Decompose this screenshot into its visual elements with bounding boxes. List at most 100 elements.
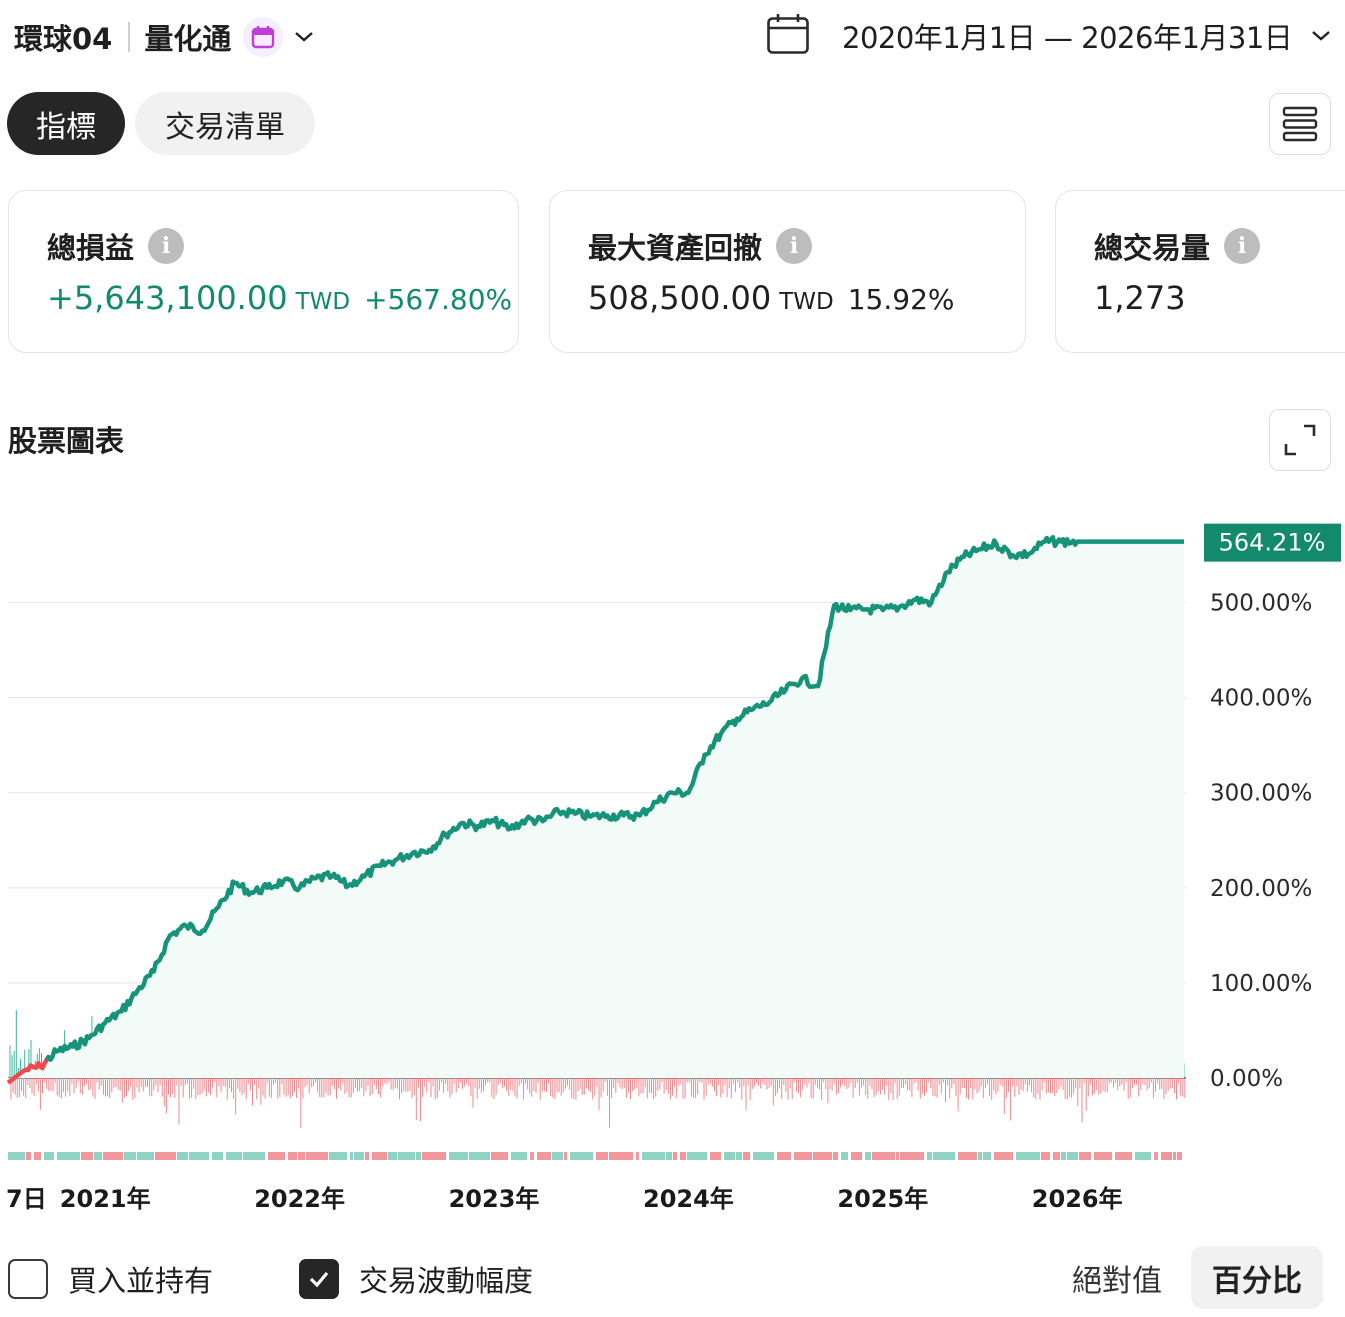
trade-strip-segment (833, 1152, 838, 1160)
view-tabs: 指標 交易清單 (7, 92, 315, 155)
tab-metrics[interactable]: 指標 (7, 92, 125, 155)
max-drawdown-card: 最大資產回撤 i 508,500.00 TWD 15.92% (549, 190, 1026, 353)
trade-volatility-option[interactable]: 交易波動幅度 (299, 1258, 533, 1300)
equity-line-negative (6, 1055, 51, 1085)
strategy-name: 量化通 (144, 22, 232, 56)
trade-strip-segment (1016, 1152, 1040, 1160)
trade-strip-segment (983, 1152, 991, 1160)
trade-strip-segment (34, 1152, 41, 1160)
trade-strip-segment (350, 1152, 353, 1160)
trade-strip-segment (57, 1152, 80, 1160)
last-value-badge (1204, 523, 1341, 562)
trade-strip-segment (388, 1152, 397, 1160)
trade-volatility-checkbox[interactable] (299, 1259, 339, 1299)
info-icon[interactable]: i (148, 228, 185, 264)
calendar-icon[interactable] (766, 12, 810, 60)
trade-strip-segment (268, 1152, 285, 1160)
chevron-down-icon[interactable] (1310, 29, 1332, 43)
total-trades-label: 總交易量 (1094, 231, 1211, 265)
total-trades-card: 總交易量 i 1,273 (1055, 190, 1345, 353)
expand-button[interactable] (1269, 409, 1331, 471)
trade-strip-segment (753, 1152, 774, 1160)
y-axis-labels: 500.00% 400.00% 300.00% 200.00% 100.00% 0.00% (1210, 591, 1312, 1093)
info-icon[interactable]: i (776, 228, 813, 264)
buy-and-hold-label: 買入並持有 (68, 1264, 214, 1298)
x-axis-labels: 7日 2021年 2022年 2023年 2024年 2025年 2026年 (6, 1185, 1123, 1213)
total-pnl-unit: TWD (295, 289, 351, 315)
trade-strip-segment (422, 1152, 446, 1160)
trade-strip-segment (794, 1152, 812, 1160)
check-icon (309, 1271, 329, 1288)
total-pnl-label: 總損益 (47, 231, 135, 265)
trade-strip-segment (103, 1152, 123, 1160)
trade-strip-segment (933, 1152, 955, 1160)
trade-strip-segment (449, 1152, 468, 1160)
trade-strip-segment (872, 1152, 895, 1160)
trade-strip-segment (680, 1152, 686, 1160)
equity-line (44, 534, 1184, 1062)
trade-strip-segment (978, 1152, 982, 1160)
trade-strip-segment (94, 1152, 102, 1160)
trade-strip-segment (1041, 1152, 1050, 1160)
trade-strip-segment (81, 1152, 93, 1160)
trade-strip-segment (243, 1152, 265, 1160)
y-tick-label: 200.00% (1210, 876, 1312, 902)
trade-strip-segment (1177, 1152, 1182, 1160)
trade-strip (8, 1152, 1182, 1160)
equity-line-layer (6, 534, 1184, 1085)
max-drawdown-value: 508,500.00 (588, 279, 772, 317)
trade-strip-segment (666, 1152, 672, 1160)
trade-strip-segment (398, 1152, 415, 1160)
trade-strip-segment (673, 1152, 677, 1160)
x-tick-label: 2025年 (837, 1185, 928, 1213)
trade-strip-segment (724, 1152, 735, 1160)
info-icon[interactable]: i (1224, 228, 1261, 264)
chevron-down-icon[interactable] (293, 30, 315, 44)
trade-strip-segment (642, 1152, 665, 1160)
y-tick-label: 300.00% (1210, 781, 1312, 807)
trade-strip-segment (1173, 1152, 1176, 1160)
trade-strip-segment (596, 1152, 608, 1160)
tab-trade-list[interactable]: 交易清單 (135, 92, 315, 155)
date-range-text: 2020年1月1日 — 2026年1月31日 (842, 21, 1293, 55)
total-pnl-card: 總損益 i +5,643,100.00 TWD +567.80% (8, 190, 519, 353)
date-range-picker[interactable]: 2020年1月1日 — 2026年1月31日 (766, 12, 1332, 60)
trade-volatility-label: 交易波動幅度 (359, 1264, 534, 1298)
account-selector[interactable]: 環球04 量化通 (14, 16, 315, 58)
trade-strip-segment (743, 1152, 750, 1160)
trade-strip-segment (212, 1152, 223, 1160)
absolute-value-toggle[interactable]: 絕對值 (1072, 1263, 1162, 1299)
max-drawdown-label: 最大資產回撤 (588, 231, 763, 265)
x-tick-label: 2024年 (643, 1185, 734, 1213)
trade-strip-segment (570, 1152, 593, 1160)
trade-strip-segment (609, 1152, 633, 1160)
x-tick-label: 2022年 (254, 1185, 345, 1213)
x-tick-label: 2026年 (1032, 1185, 1123, 1213)
y-tick-label: 400.00% (1210, 686, 1312, 712)
buy-and-hold-option[interactable]: 買入並持有 (8, 1258, 213, 1300)
trade-strip-segment (813, 1152, 832, 1160)
trade-strip-segment (1079, 1152, 1091, 1160)
percentage-toggle[interactable]: 百分比 (1191, 1246, 1323, 1309)
trade-strip-segment (900, 1152, 924, 1160)
trade-strip-segment (469, 1152, 490, 1160)
trade-strip-segment (687, 1152, 707, 1160)
equity-chart[interactable]: 500.00% 400.00% 300.00% 200.00% 100.00% 0.00%… (0, 480, 1345, 1230)
y-tick-label: 100.00% (1210, 971, 1312, 997)
equity-area-fill (8, 537, 1184, 1083)
calendar-icon (243, 17, 284, 57)
trade-strip-segment (777, 1152, 791, 1160)
trade-strip-segment (1067, 1152, 1078, 1160)
list-menu-button[interactable] (1269, 93, 1331, 155)
trade-strip-segment (354, 1152, 364, 1160)
buy-and-hold-checkbox[interactable] (8, 1259, 48, 1299)
max-drawdown-percent: 15.92% (847, 283, 955, 316)
trade-strip-segment (636, 1152, 639, 1160)
trade-strip-segment (155, 1152, 176, 1160)
trade-strip-segment (1061, 1152, 1066, 1160)
title-divider (128, 22, 131, 52)
trade-strip-segment (44, 1152, 54, 1160)
total-trades-value: 1,273 (1094, 279, 1186, 317)
trade-strip-segment (994, 1152, 1013, 1160)
trade-strip-segment (298, 1152, 305, 1160)
